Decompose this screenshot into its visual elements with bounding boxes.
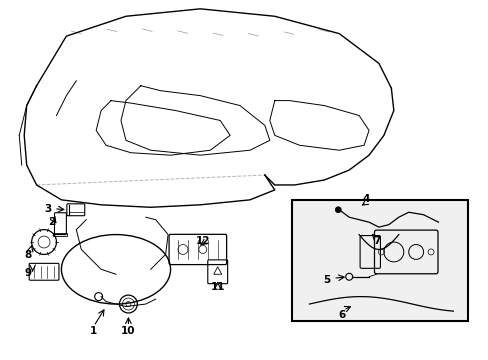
Text: 9: 9: [24, 268, 31, 278]
Circle shape: [335, 207, 341, 213]
Text: 12: 12: [195, 235, 210, 246]
Text: 11: 11: [210, 282, 224, 292]
Text: 2: 2: [48, 217, 55, 227]
Text: 4: 4: [362, 194, 369, 204]
Text: 7: 7: [372, 235, 379, 246]
Text: 3: 3: [44, 204, 51, 214]
Text: 6: 6: [337, 310, 345, 320]
Text: 1: 1: [90, 326, 97, 336]
Bar: [53, 233, 67, 236]
Text: 10: 10: [121, 326, 135, 336]
Text: 5: 5: [323, 275, 330, 285]
Bar: [291, 200, 468, 321]
Text: 8: 8: [24, 251, 31, 260]
